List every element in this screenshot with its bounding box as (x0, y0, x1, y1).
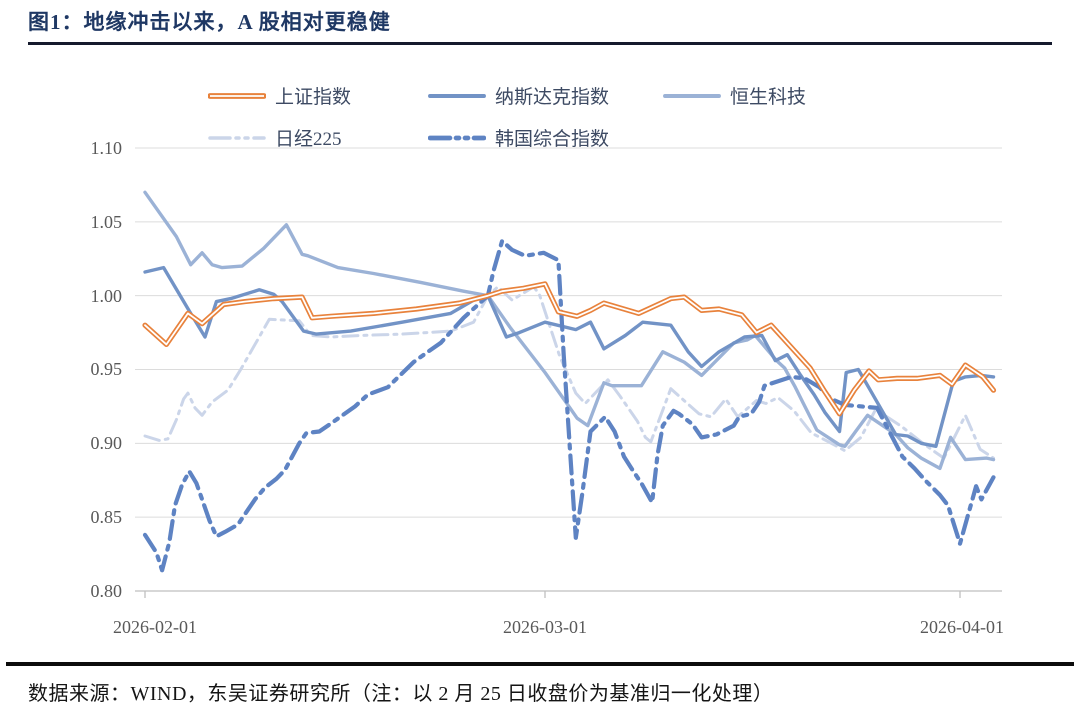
sse-line-icon (207, 89, 267, 101)
legend-label-hstech: 恒生科技 (730, 86, 807, 108)
axis-ticks (144, 591, 961, 598)
legend-item-nasdaq: 纳斯达克指数 (428, 84, 610, 108)
x-tick-label: 2026-03-01 (503, 617, 587, 637)
legend-item-sse: 上证指数 (207, 84, 352, 108)
bottom-divider (6, 662, 1074, 666)
y-tick-label: 0.95 (91, 359, 123, 379)
series-line-sse-core (144, 282, 995, 415)
y-tick-label: 0.90 (91, 433, 123, 453)
gridlines (135, 147, 1002, 592)
y-tick-label: 0.85 (91, 507, 123, 527)
legend-item-kospi: 韩国综合指数 (427, 126, 610, 150)
series-lines (142, 190, 997, 573)
legend-item-hstech: 恒生科技 (663, 84, 807, 108)
kospi-line-icon (427, 131, 487, 143)
top-divider (28, 42, 1052, 45)
series-line-nikkei225 (143, 285, 995, 460)
figure-title: 图1：地缘冲击以来，A 股相对更稳健 (28, 10, 391, 34)
nasdaq-line-icon (428, 89, 486, 101)
legend-label-nikkei225: 日经225 (275, 128, 342, 150)
series-line-hstech (143, 190, 996, 471)
y-tick-label: 1.00 (91, 286, 123, 306)
legend-label-sse: 上证指数 (275, 86, 352, 108)
legend-item-nikkei225: 日经225 (208, 126, 342, 150)
x-axis-labels: 2026-02-01 2026-03-01 2026-04-01 (113, 617, 1004, 637)
y-axis-labels: 1.10 1.05 1.00 0.95 0.90 0.85 0.80 (91, 138, 123, 601)
y-tick-label: 1.10 (91, 138, 123, 158)
y-tick-label: 1.05 (91, 212, 123, 232)
legend-label-nasdaq: 纳斯达克指数 (495, 86, 610, 108)
chart-legend: 上证指数 纳斯达克指数 恒生科技 日经225 韩国综合指数 (0, 0, 1080, 160)
nikkei225-line-icon (208, 131, 266, 143)
x-tick-label: 2026-04-01 (920, 617, 1004, 637)
series-line-sse (142, 281, 997, 417)
source-note: 数据来源：WIND，东吴证券研究所（注：以 2 月 25 日收盘价为基准归一化处… (28, 683, 774, 705)
x-tick-label: 2026-02-01 (113, 617, 197, 637)
line-chart: 1.10 1.05 1.00 0.95 0.90 0.85 0.80 2026-… (91, 138, 1005, 637)
y-tick-label: 0.80 (91, 581, 123, 601)
hstech-line-icon (663, 89, 721, 101)
legend-label-kospi: 韩国综合指数 (495, 128, 610, 150)
